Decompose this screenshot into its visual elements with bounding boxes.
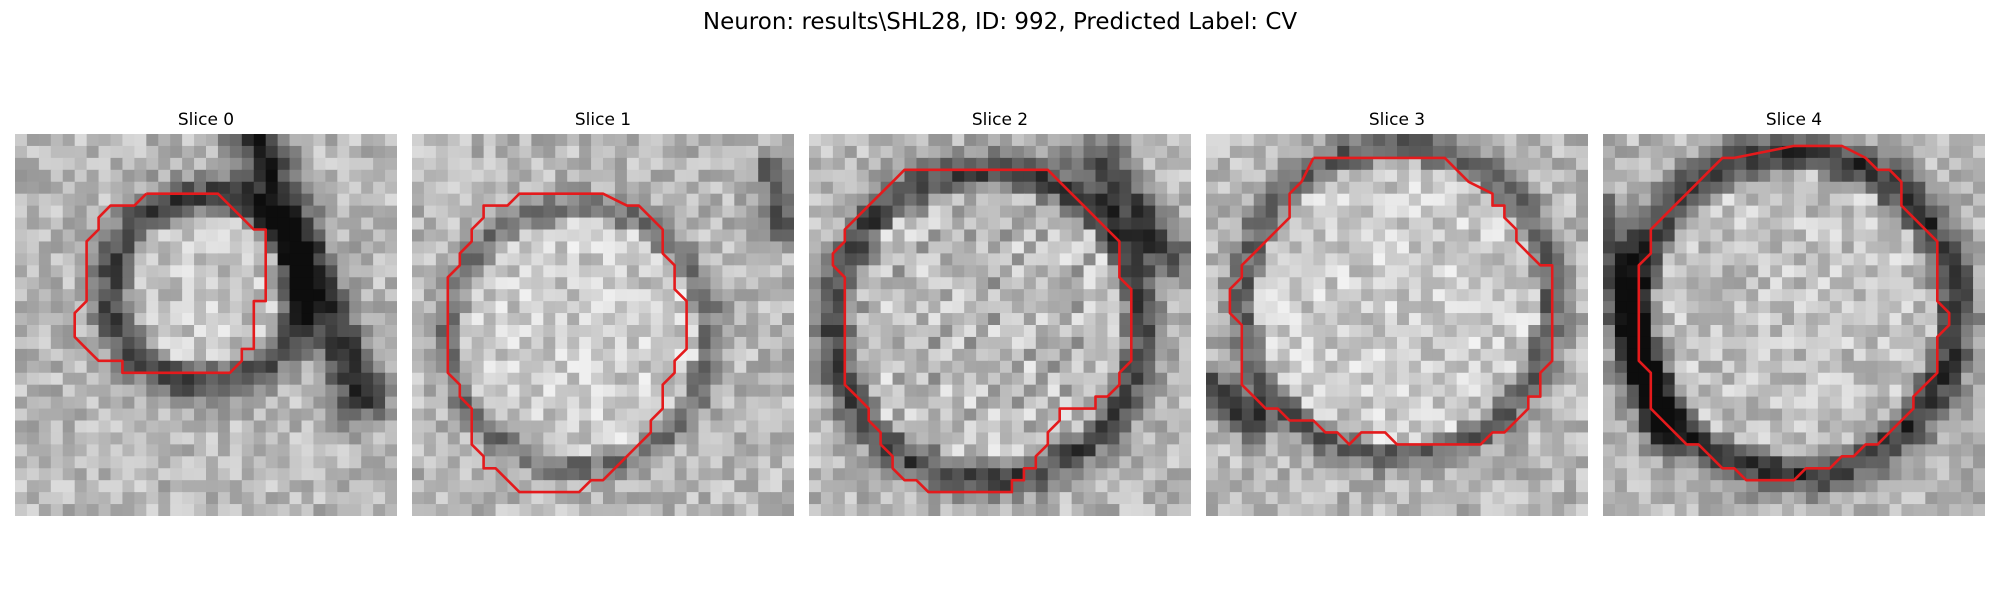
slice-svg bbox=[1206, 134, 1588, 516]
em-texture bbox=[412, 134, 794, 516]
segmentation-contour bbox=[1228, 156, 1554, 446]
figure-title: Neuron: results\SHL28, ID: 992, Predicte… bbox=[702, 9, 1298, 35]
segmentation-contour bbox=[1637, 144, 1951, 482]
slice-svg bbox=[1603, 134, 1985, 516]
em-texture bbox=[1603, 134, 1985, 516]
slice-title: Slice 1 bbox=[574, 110, 632, 130]
slice-title: Slice 2 bbox=[971, 110, 1029, 130]
segmentation-contour bbox=[831, 168, 1133, 494]
em-texture bbox=[15, 134, 397, 516]
segmentation-contour bbox=[73, 192, 267, 375]
slice-title: Slice 3 bbox=[1368, 110, 1426, 130]
slice-image bbox=[1206, 134, 1588, 516]
slice-image bbox=[15, 134, 397, 516]
slice-title: Slice 4 bbox=[1765, 110, 1823, 130]
slice-image bbox=[412, 134, 794, 516]
slice-svg bbox=[15, 134, 397, 516]
slice-image bbox=[1603, 134, 1985, 516]
slice-title: Slice 0 bbox=[177, 110, 235, 130]
slice-svg bbox=[809, 134, 1191, 516]
slice-svg bbox=[412, 134, 794, 516]
em-texture bbox=[809, 134, 1191, 516]
em-texture bbox=[1206, 134, 1588, 516]
segmentation-contour bbox=[446, 192, 688, 494]
slice-image bbox=[809, 134, 1191, 516]
